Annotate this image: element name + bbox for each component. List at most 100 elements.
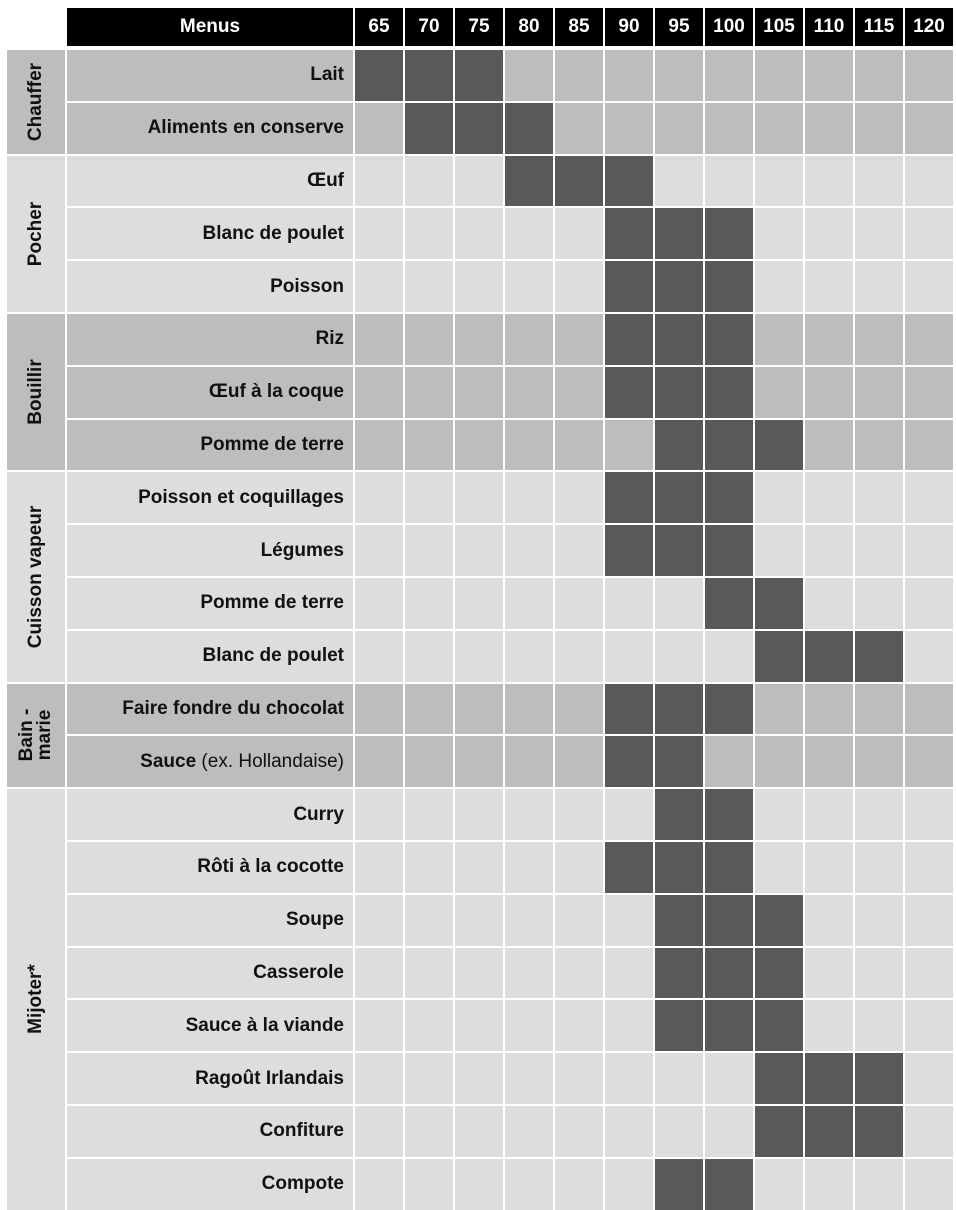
- temp-cell-active: [805, 630, 853, 682]
- temp-cell: [655, 1106, 703, 1157]
- temp-cell: [755, 366, 803, 418]
- temp-cell: [855, 208, 903, 260]
- temp-cell: [655, 1053, 703, 1104]
- header-temp-105: 105: [755, 8, 803, 46]
- temp-cell: [755, 683, 803, 735]
- temp-cell: [505, 208, 553, 260]
- temp-cell: [905, 1106, 953, 1157]
- temp-cell-active: [405, 102, 453, 154]
- temp-cell: [905, 208, 953, 260]
- menu-item: Poisson et coquillages: [67, 472, 353, 524]
- temp-cell-active: [755, 894, 803, 946]
- menu-item-name: Lait: [310, 64, 344, 86]
- temp-cell: [855, 736, 903, 788]
- temp-cell: [755, 472, 803, 524]
- menu-item: Aliments en conserve: [67, 102, 353, 154]
- header-temp-115: 115: [855, 8, 903, 46]
- category-label: Bouillir: [25, 359, 46, 425]
- temp-cell: [555, 472, 603, 524]
- temp-cell: [505, 525, 553, 576]
- category-0: Chauffer: [7, 50, 65, 154]
- temp-cell: [705, 50, 753, 101]
- temp-cell-active: [655, 261, 703, 312]
- temp-cell: [855, 314, 903, 365]
- temp-cell: [405, 683, 453, 735]
- temp-cell: [355, 261, 403, 312]
- temp-cell: [855, 525, 903, 576]
- temp-cell: [455, 1053, 503, 1104]
- menu-item: Blanc de poulet: [67, 630, 353, 682]
- temp-cell: [905, 366, 953, 418]
- temp-cell: [505, 683, 553, 735]
- temp-cell: [405, 261, 453, 312]
- temp-cell-active: [705, 1000, 753, 1052]
- temp-cell: [905, 578, 953, 629]
- menu-item: Riz: [67, 314, 353, 365]
- temp-cell: [355, 314, 403, 365]
- temp-cell: [655, 578, 703, 629]
- header-temp-65: 65: [355, 8, 403, 46]
- temp-cell: [555, 578, 603, 629]
- temp-cell: [405, 525, 453, 576]
- header-temp-100: 100: [705, 8, 753, 46]
- menu-item: Pomme de terre: [67, 578, 353, 629]
- temp-cell: [805, 736, 853, 788]
- temp-cell: [455, 894, 503, 946]
- temp-cell: [755, 50, 803, 101]
- menu-item: Lait: [67, 50, 353, 101]
- category-label: Cuisson vapeur: [25, 505, 46, 649]
- temp-cell: [355, 208, 403, 260]
- temp-cell: [805, 1158, 853, 1210]
- temp-cell: [805, 366, 853, 418]
- temp-cell: [505, 366, 553, 418]
- temp-cell: [905, 630, 953, 682]
- temp-cell: [805, 525, 853, 576]
- temp-cell: [555, 1106, 603, 1157]
- temp-cell: [805, 894, 853, 946]
- temp-cell: [455, 525, 503, 576]
- temp-cell: [755, 736, 803, 788]
- menu-item: Ragoût Irlandais: [67, 1053, 353, 1104]
- temp-cell: [905, 736, 953, 788]
- temp-cell: [855, 789, 903, 840]
- temp-cell: [855, 578, 903, 629]
- temp-cell: [505, 314, 553, 365]
- temp-cell: [455, 1000, 503, 1052]
- temp-cell-active: [605, 314, 653, 365]
- menu-item-name: Pomme de terre: [200, 433, 344, 455]
- temp-cell: [705, 102, 753, 154]
- temp-cell-active: [705, 1158, 753, 1210]
- menu-item: Poisson: [67, 261, 353, 312]
- temp-cell: [855, 155, 903, 207]
- category-label-line: marie: [34, 710, 55, 761]
- temp-cell-active: [755, 630, 803, 682]
- temp-cell: [655, 102, 703, 154]
- temp-cell-active: [655, 419, 703, 471]
- temp-cell: [505, 1000, 553, 1052]
- temp-cell: [505, 736, 553, 788]
- temp-cell: [555, 1000, 603, 1052]
- temp-cell: [555, 736, 603, 788]
- temp-cell-active: [705, 578, 753, 629]
- temp-cell: [905, 947, 953, 999]
- temp-cell-active: [605, 525, 653, 576]
- menu-item: Soupe: [67, 894, 353, 946]
- temp-cell: [805, 472, 853, 524]
- temp-cell: [455, 789, 503, 840]
- temp-cell: [905, 155, 953, 207]
- menu-item: Sauce à la viande: [67, 1000, 353, 1052]
- temp-cell: [455, 683, 503, 735]
- temp-cell: [555, 208, 603, 260]
- temp-cell: [705, 1106, 753, 1157]
- category-label: Chauffer: [25, 62, 46, 141]
- temp-cell: [405, 1053, 453, 1104]
- temp-cell: [355, 366, 403, 418]
- temp-cell: [605, 1000, 653, 1052]
- menu-item: Pomme de terre: [67, 419, 353, 471]
- temp-cell: [455, 947, 503, 999]
- temp-cell: [905, 525, 953, 576]
- temp-cell-active: [655, 789, 703, 840]
- temp-cell: [705, 1053, 753, 1104]
- menu-item-name: Curry: [293, 803, 344, 825]
- temp-cell: [855, 419, 903, 471]
